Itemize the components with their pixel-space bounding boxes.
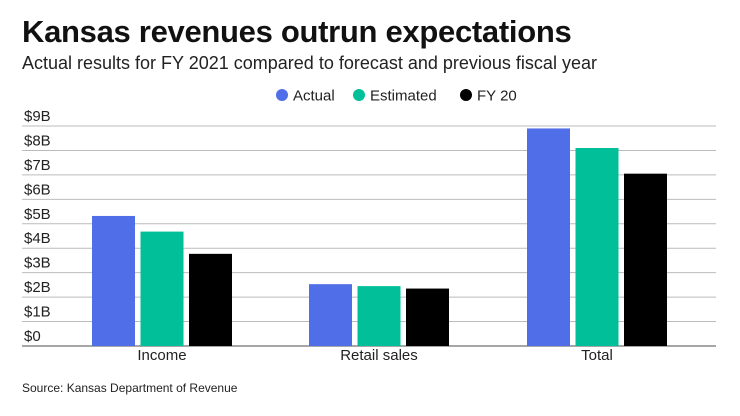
y-tick-label: $0	[24, 328, 41, 345]
legend-label: Estimated	[370, 88, 437, 105]
bar-fy-20: Total FY 20: 7.05	[624, 173, 667, 346]
y-tick-label: $5B	[24, 206, 51, 223]
bar-actual: Income Actual: 5.32	[92, 215, 135, 346]
x-tick-label: Total	[581, 347, 613, 364]
source-note: Source: Kansas Department of Revenue	[22, 381, 238, 395]
x-tick-label: Income	[137, 347, 186, 364]
y-tick-label: $9B	[24, 108, 51, 125]
chart-subtitle: Actual results for FY 2021 compared to f…	[22, 53, 597, 73]
legend-marker	[276, 89, 288, 101]
bar-estimated: Total Estimated: 8.1	[575, 148, 619, 346]
y-tick-label: $1B	[24, 304, 51, 321]
bar-fy-20: Income FY 20: 3.77	[189, 253, 232, 346]
y-tick-label: $6B	[24, 181, 51, 198]
bar-estimated: Retail sales Estimated: 2.45	[357, 286, 401, 346]
legend-marker	[460, 89, 472, 101]
bar-actual: Total Actual: 8.9	[527, 128, 570, 346]
x-tick-label: Retail sales	[340, 347, 418, 364]
y-tick-label: $7B	[24, 157, 51, 174]
bar-fy-20: Retail sales FY 20: 2.35	[406, 288, 449, 346]
legend-label: FY 20	[477, 88, 517, 105]
bar-actual: Retail sales Actual: 2.53	[309, 284, 352, 346]
y-tick-label: $3B	[24, 255, 51, 272]
y-tick-label: $8B	[24, 132, 51, 149]
legend-marker	[353, 89, 365, 101]
legend-label: Actual	[293, 88, 335, 105]
y-tick-label: $4B	[24, 230, 51, 247]
y-tick-label: $2B	[24, 279, 51, 296]
chart-title: Kansas revenues outrun expectations	[22, 14, 572, 49]
bar-estimated: Income Estimated: 4.68	[140, 231, 184, 346]
